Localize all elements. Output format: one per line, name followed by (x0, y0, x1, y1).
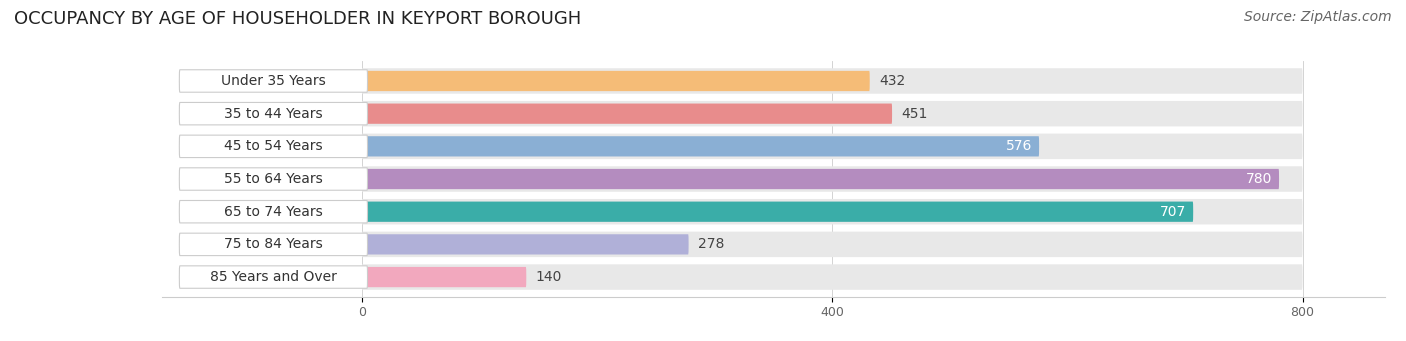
FancyBboxPatch shape (361, 199, 1302, 224)
Text: 65 to 74 Years: 65 to 74 Years (224, 205, 323, 219)
FancyBboxPatch shape (361, 136, 1039, 157)
FancyBboxPatch shape (361, 68, 1302, 94)
FancyBboxPatch shape (361, 101, 1302, 127)
FancyBboxPatch shape (361, 71, 870, 91)
FancyBboxPatch shape (180, 168, 367, 190)
FancyBboxPatch shape (180, 201, 367, 223)
Text: 576: 576 (1005, 139, 1032, 153)
Text: 432: 432 (879, 74, 905, 88)
FancyBboxPatch shape (180, 102, 367, 125)
FancyBboxPatch shape (361, 232, 1302, 257)
Text: OCCUPANCY BY AGE OF HOUSEHOLDER IN KEYPORT BOROUGH: OCCUPANCY BY AGE OF HOUSEHOLDER IN KEYPO… (14, 10, 581, 28)
FancyBboxPatch shape (180, 70, 367, 92)
FancyBboxPatch shape (361, 267, 526, 287)
FancyBboxPatch shape (361, 169, 1279, 189)
Text: 707: 707 (1160, 205, 1187, 219)
Text: 55 to 64 Years: 55 to 64 Years (224, 172, 323, 186)
Text: 278: 278 (697, 237, 724, 251)
FancyBboxPatch shape (180, 266, 367, 288)
FancyBboxPatch shape (361, 264, 1302, 290)
Text: 451: 451 (901, 107, 928, 121)
Text: 140: 140 (536, 270, 562, 284)
Text: 75 to 84 Years: 75 to 84 Years (224, 237, 323, 251)
FancyBboxPatch shape (180, 233, 367, 256)
FancyBboxPatch shape (180, 135, 367, 158)
FancyBboxPatch shape (361, 234, 689, 254)
Text: Under 35 Years: Under 35 Years (221, 74, 326, 88)
FancyBboxPatch shape (361, 166, 1302, 192)
Text: 45 to 54 Years: 45 to 54 Years (224, 139, 323, 153)
Text: 35 to 44 Years: 35 to 44 Years (224, 107, 323, 121)
Text: Source: ZipAtlas.com: Source: ZipAtlas.com (1244, 10, 1392, 24)
Text: 85 Years and Over: 85 Years and Over (209, 270, 337, 284)
FancyBboxPatch shape (361, 134, 1302, 159)
FancyBboxPatch shape (361, 104, 891, 124)
FancyBboxPatch shape (361, 202, 1194, 222)
Text: 780: 780 (1246, 172, 1272, 186)
